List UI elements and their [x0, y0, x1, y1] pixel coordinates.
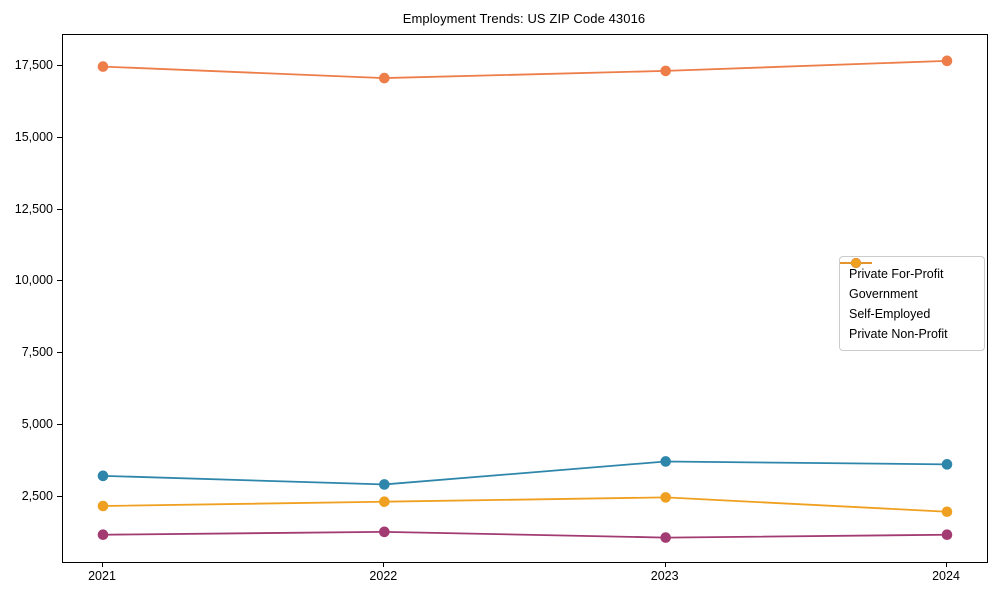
- data-point: [97, 529, 109, 541]
- y-tick-mark: [57, 495, 62, 497]
- legend: Private For-Profit Government Self-Employe…: [839, 256, 985, 351]
- y-tick-mark: [57, 280, 62, 282]
- legend-line-marker-icon: [840, 258, 872, 268]
- legend-label: Government: [849, 287, 918, 301]
- y-tick-label: 7,500: [21, 345, 53, 360]
- data-point: [660, 492, 671, 503]
- x-tick-label: 2024: [932, 569, 960, 583]
- y-tick-mark: [57, 424, 62, 426]
- data-point: [379, 526, 390, 538]
- y-tick-label: 15,000: [14, 129, 53, 144]
- series-line-1: [102, 460, 948, 486]
- y-tick-label: 2,500: [21, 488, 53, 503]
- plot-area: Private For-Profit Government Self-Employe…: [62, 34, 988, 563]
- x-tick-label: 2022: [369, 569, 398, 583]
- y-tick-mark: [57, 65, 62, 67]
- legend-item-1: Government: [840, 258, 975, 304]
- y-tick-mark: [57, 352, 62, 354]
- x-tick-mark: [664, 562, 666, 567]
- data-point: [379, 496, 390, 507]
- data-point: [660, 65, 671, 77]
- y-tick-label: 12,500: [14, 201, 53, 216]
- data-point: [660, 532, 671, 543]
- legend-label: Private Non-Profit: [849, 327, 948, 341]
- y-tick-label: 17,500: [14, 58, 53, 73]
- data-point: [660, 456, 671, 467]
- data-point: [941, 459, 953, 470]
- x-tick-label: 2021: [88, 569, 116, 583]
- legend-label: Self-Employed: [849, 307, 931, 321]
- data-point: [97, 61, 109, 72]
- data-point: [941, 529, 953, 541]
- y-tick-label: 5,000: [21, 417, 53, 432]
- series-line-2: [102, 530, 948, 539]
- data-point: [941, 506, 953, 518]
- chart-title: Employment Trends: US ZIP Code 43016: [402, 11, 646, 26]
- legend-label: Private For-Profit: [849, 267, 944, 281]
- line-plot-svg: [97, 55, 953, 543]
- x-tick-mark: [383, 562, 385, 567]
- legend-item-2: Self-Employed: [840, 258, 975, 324]
- series-line-0: [102, 59, 948, 79]
- data-point: [379, 479, 390, 490]
- x-tick-label: 2023: [650, 569, 679, 583]
- data-point: [941, 55, 953, 67]
- data-point: [379, 72, 390, 84]
- y-tick-mark: [57, 136, 62, 138]
- legend-item-3: Private Non-Profit: [840, 258, 975, 344]
- y-tick-mark: [57, 208, 62, 210]
- y-tick-label: 10,000: [14, 273, 53, 288]
- series-line-3: [102, 496, 948, 513]
- data-point: [97, 470, 109, 482]
- data-point: [97, 500, 109, 512]
- x-tick-mark: [102, 562, 103, 567]
- x-tick-mark: [946, 562, 947, 567]
